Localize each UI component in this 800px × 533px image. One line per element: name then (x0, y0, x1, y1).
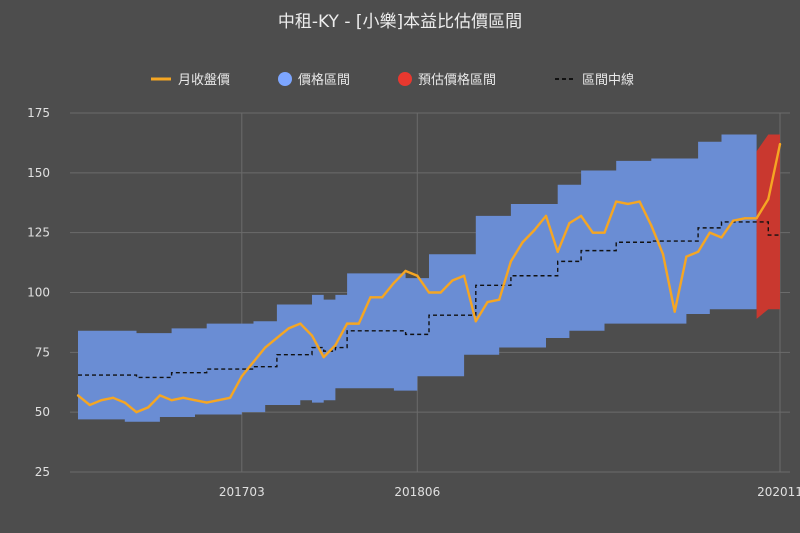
price-point (182, 396, 185, 400)
x-tick-label: 201703 (219, 485, 265, 499)
price-point (568, 221, 571, 225)
price-point (416, 274, 419, 277)
price-point (147, 406, 150, 409)
price-point (392, 281, 396, 285)
x-tick-label: 202011 (757, 485, 800, 499)
price-point (626, 202, 630, 206)
price-point (544, 214, 548, 218)
chart-title: 中租-KY - [小樂]本益比估價區間 (278, 12, 522, 32)
price-point (381, 296, 384, 299)
y-tick-label: 50 (35, 405, 50, 419)
price-point (287, 327, 290, 330)
ticks-layer: 25 50 75 100 125 150 175 201703 201806 202011 (27, 106, 800, 499)
legend-forecast-marker (398, 72, 412, 86)
price-point (462, 274, 466, 277)
price-point (755, 217, 758, 220)
price-point (111, 396, 115, 400)
legend-forecast-label: 預估價格區間 (418, 72, 496, 88)
y-tick-label: 125 (27, 226, 50, 240)
price-point (345, 322, 349, 325)
price-point (638, 200, 641, 203)
y-tick-label: 75 (35, 345, 50, 359)
price-point (205, 401, 208, 404)
price-point (170, 399, 173, 402)
x-tick-label: 201806 (394, 485, 440, 499)
price-point (673, 310, 676, 313)
price-point (556, 250, 559, 254)
price-point (720, 236, 723, 239)
price-point (685, 255, 688, 258)
price-point (135, 410, 138, 414)
legend-band-marker (278, 72, 292, 86)
price-point (474, 320, 477, 323)
price-point (708, 231, 711, 234)
legend-midline-label: 區間中線 (582, 72, 634, 88)
price-point (310, 334, 314, 337)
price-point (322, 355, 325, 359)
y-tick-label: 100 (27, 286, 50, 300)
y-tick-label: 25 (35, 465, 50, 479)
y-tick-label: 175 (27, 106, 50, 120)
price-point (240, 375, 243, 378)
price-point (661, 253, 665, 256)
price-point (427, 291, 431, 294)
legend-price-label: 月收盤價 (178, 73, 230, 88)
legend-band-label: 價格區間 (298, 72, 350, 88)
lines-layer (76, 142, 782, 414)
band-layer (78, 134, 780, 422)
price-point (451, 279, 454, 282)
price-point (767, 197, 770, 201)
price-point (732, 219, 735, 222)
price-point (123, 401, 127, 404)
price-point (100, 399, 103, 402)
price-point (778, 142, 782, 146)
price-point (439, 291, 442, 294)
price-point (650, 224, 653, 227)
price-point (509, 260, 513, 263)
price-point (228, 396, 232, 400)
price-point (696, 250, 700, 254)
y-tick-label: 150 (27, 166, 50, 180)
price-point (404, 269, 407, 273)
price-point (252, 360, 255, 364)
price-point (533, 229, 536, 232)
price-point (264, 346, 267, 349)
price-point (357, 322, 360, 325)
price-point (369, 296, 372, 299)
price-point (591, 231, 594, 234)
forecast-band-area (756, 134, 780, 319)
price-point (743, 217, 747, 220)
price-point (217, 399, 220, 402)
price-band-area (78, 134, 757, 422)
price-point (88, 403, 91, 407)
price-point (158, 394, 162, 397)
price-point (579, 214, 583, 218)
price-point (193, 399, 197, 402)
price-point (334, 343, 337, 347)
price-point (615, 200, 618, 203)
price-point (486, 300, 489, 304)
price-point (498, 298, 501, 301)
legend: 月收盤價 價格區間 預估價格區間 區間中線 (151, 72, 634, 88)
price-point (521, 241, 524, 244)
price-point (76, 394, 80, 397)
price-point (275, 336, 279, 340)
price-point (299, 322, 302, 325)
price-point (603, 231, 606, 234)
